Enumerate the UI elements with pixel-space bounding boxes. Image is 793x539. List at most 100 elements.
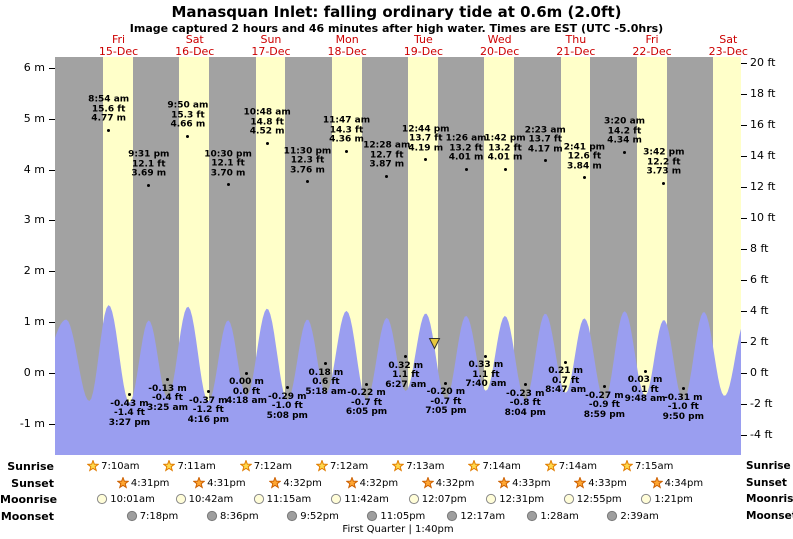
axis-label-m: -1 m	[19, 416, 45, 430]
tide-label-ft: 0.6 ft	[312, 377, 340, 388]
tide-low-dot	[206, 390, 210, 394]
tide-label-time: 2:23 am	[524, 125, 566, 136]
tide-label-time: 7:05 pm	[425, 406, 467, 417]
tide-low-label: 0.00 m 0.0 ft 4:18 am	[226, 377, 267, 407]
tide-low-dot	[245, 371, 248, 375]
tide-low-label: -0.31 m -1.0 ft 9:50 pm	[662, 393, 704, 423]
moonset-item: 2:39am	[606, 509, 659, 523]
sunset-time: 4:33pm	[588, 477, 627, 489]
tide-low-dot	[444, 381, 448, 385]
axis-tick-right	[741, 93, 747, 95]
sunrise-item: 7:14am	[544, 459, 597, 473]
tide-low-dot	[285, 386, 289, 390]
day-date: 22-Dec	[632, 45, 672, 58]
current-time-marker-icon	[428, 337, 441, 350]
day-date: 15-Dec	[98, 45, 139, 58]
moonrise-icon	[175, 493, 187, 505]
day-name: Wed	[487, 33, 512, 46]
tide-label-ft: 0.0 ft	[232, 386, 261, 397]
moonset-item: 11:05pm	[366, 509, 425, 523]
tide-label-m: 0.18 m	[308, 367, 344, 378]
axis-tick-left	[49, 423, 55, 425]
tide-low-label: 0.21 m 0.7 ft 8:47 am	[545, 367, 586, 396]
sunrise-time: 7:12am	[329, 460, 369, 472]
sunset-icon	[574, 477, 587, 489]
day-date: 23-Dec	[708, 45, 748, 58]
sunset-icon	[421, 477, 434, 489]
axis-tick-left	[49, 322, 55, 324]
sunset-item: 4:32pm	[269, 476, 322, 490]
sunset-time: 4:33pm	[512, 477, 551, 489]
sunset-item: 4:33pm	[498, 476, 551, 490]
axis-label-m: 0 m	[23, 366, 45, 379]
moonset-item: 8:36pm	[206, 509, 259, 523]
moonset-icon	[606, 510, 618, 522]
sunrise-icon	[239, 460, 252, 472]
moonrise-time: 11:42am	[344, 493, 389, 505]
sunset-time: 4:32pm	[359, 477, 399, 489]
tide-label-ft: 12.2 ft	[647, 157, 681, 168]
sunrise-icon	[620, 460, 633, 472]
moonset-item: 9:52pm	[286, 509, 339, 523]
axis-tick-right	[741, 404, 747, 405]
tide-label-time: 6:05 pm	[345, 407, 388, 418]
tide-label-time: 10:48 am	[243, 107, 291, 118]
tide-low-label: 0.03 m 0.1 ft 9:48 am	[625, 376, 666, 405]
tide-label-m: 3.70 m	[210, 168, 246, 179]
tide-label-time: 5:18 am	[305, 386, 347, 397]
sunset-icon	[116, 477, 129, 489]
day-label: Sun 17-Dec	[251, 34, 290, 58]
axis-tick-right	[741, 124, 747, 126]
day-name: Fri	[645, 33, 659, 46]
axis-label-ft: 6 ft	[750, 272, 769, 286]
moonrise-icon	[563, 493, 575, 505]
day-label: Wed 20-Dec	[480, 34, 519, 58]
axis-label-ft: 10 ft	[750, 210, 776, 224]
tide-label-time: 2:41 pm	[563, 142, 606, 153]
tide-label-time: 9:50 pm	[662, 411, 704, 422]
sunset-time: 4:32pm	[283, 477, 322, 489]
sunrise-item: 7:11am	[163, 459, 216, 473]
axis-tick-right	[741, 248, 747, 250]
tide-low-label: -0.22 m -0.7 ft 6:05 pm	[346, 389, 387, 418]
axis-tick-right	[741, 62, 747, 64]
moonset-icon	[126, 510, 138, 522]
tide-curve	[55, 305, 741, 455]
tide-label-ft: -0.4 ft	[151, 393, 183, 404]
tide-label-ft: -0.7 ft	[430, 396, 462, 407]
sunrise-item: 7:15am	[620, 459, 673, 473]
axis-tick-right	[741, 217, 747, 219]
sunset-time: 4:34pm	[664, 477, 704, 489]
sunrise-time: 7:13am	[406, 460, 445, 472]
axis-label-ft: 2 ft	[750, 334, 769, 348]
moonrise-icon	[640, 493, 652, 505]
tide-label-ft: -0.8 ft	[509, 398, 541, 409]
sunrise-item: 7:14am	[468, 459, 521, 473]
moonset-time: 2:39am	[620, 510, 659, 522]
tide-low-label: -0.27 m -0.9 ft 8:59 pm	[584, 391, 625, 421]
tide-high-label: 11:30 pm 12.3 ft 3.76 m	[284, 147, 332, 176]
tide-high-dot	[424, 158, 428, 162]
tide-label-m: 3.87 m	[369, 159, 405, 170]
axis-tick-left	[49, 169, 55, 171]
moonrise-time: 12:07pm	[421, 493, 467, 505]
moonset-icon	[446, 510, 458, 522]
axis-label-ft: -4 ft	[750, 428, 773, 441]
tide-high-dot	[186, 134, 190, 138]
tide-label-ft: -1.4 ft	[113, 408, 145, 419]
tide-high-dot	[344, 149, 348, 153]
tide-label-m: 3.69 m	[131, 168, 167, 179]
axis-label-ft: 4 ft	[750, 303, 769, 317]
tide-label-time: 3:25 am	[146, 402, 188, 413]
axis-label-m: 5 m	[23, 111, 45, 125]
sunrise-item: 7:13am	[392, 459, 445, 473]
sunset-item: 4:33pm	[574, 476, 627, 490]
axis-label-ft: -2 ft	[750, 397, 773, 410]
tide-label-m: 4.01 m	[448, 152, 484, 163]
day-date: 17-Dec	[251, 45, 291, 58]
tide-events: 8:54 am 15.6 ft 4.77 m -0.43 m -1.4 ft 3:27 p…	[55, 57, 741, 455]
astro-row-label-left-sunrise: Sunrise	[7, 460, 54, 473]
tide-label-ft: -1.0 ft	[667, 402, 699, 413]
moonrise-item: 10:42am	[175, 492, 233, 506]
